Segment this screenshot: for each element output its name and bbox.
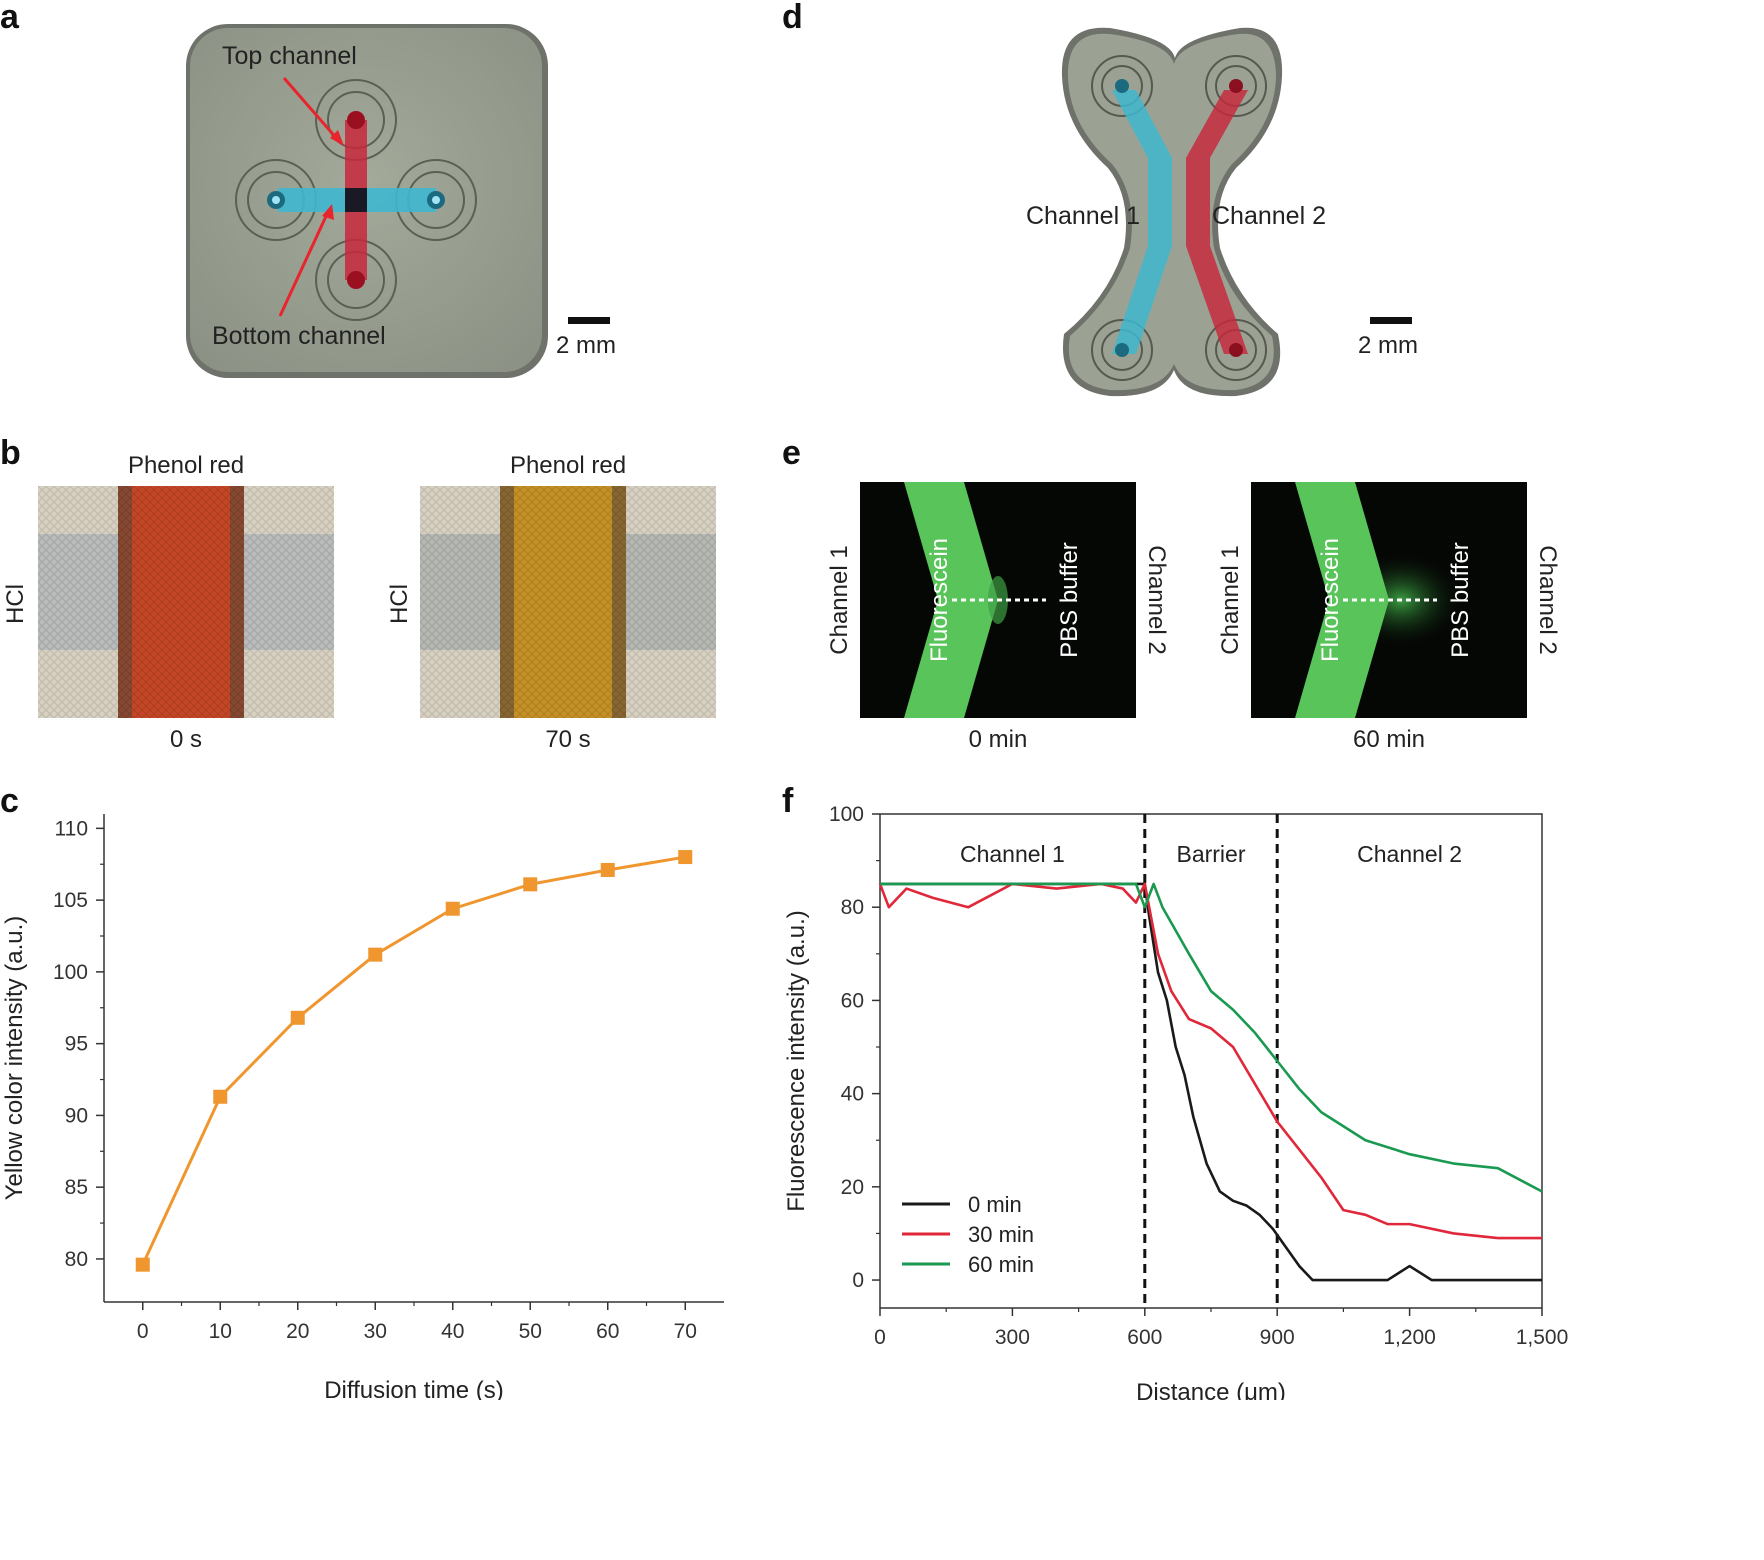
scale-bar-a [568, 317, 610, 324]
f-x-tick-label: 1,500 [1516, 1326, 1569, 1349]
c-y-tick-label: 100 [53, 961, 88, 984]
b-left-image [38, 486, 334, 718]
b-right-time: 70 s [545, 726, 591, 753]
c-x-tick-label: 30 [364, 1320, 387, 1343]
f-y-tick-label: 60 [841, 989, 864, 1012]
e-right-time: 60 min [1352, 726, 1426, 753]
b-left-title: Phenol red [127, 452, 245, 479]
c-y-tick-label: 80 [65, 1248, 88, 1271]
scale-bar-d [1370, 317, 1412, 324]
panel-label-d: d [782, 0, 803, 36]
c-y-tick-label: 85 [65, 1176, 88, 1199]
c-x-tick-label: 70 [674, 1320, 697, 1343]
bottom-channel-label: Bottom channel [212, 322, 386, 350]
f-region-label: Channel 1 [960, 841, 1065, 867]
c-y-tick-label: 90 [65, 1104, 88, 1127]
c-data-point [445, 901, 460, 916]
b-right-image [420, 486, 716, 718]
f-y-tick-label: 20 [841, 1176, 864, 1199]
b-left-hcl: HCl [2, 584, 29, 624]
channel1-label-d: Channel 1 [1026, 202, 1140, 230]
f-legend-label: 0 min [968, 1192, 1022, 1217]
panel-label-b: b [0, 434, 21, 472]
c-data-point [290, 1010, 305, 1025]
f-legend-label: 60 min [968, 1252, 1034, 1277]
f-series-line-2 [880, 882, 1543, 1193]
f-series-line-0 [880, 882, 1542, 1282]
c-data-point [523, 877, 538, 892]
e-left-channel2: Channel 2 [1143, 545, 1170, 655]
c-y-tick-label: 110 [55, 817, 88, 840]
f-legend-label: 30 min [968, 1222, 1034, 1247]
e-left-pbs: PBS buffer [1056, 542, 1083, 658]
e-right-channel2: Channel 2 [1534, 545, 1561, 655]
c-y-tick-label: 95 [65, 1033, 88, 1056]
f-x-tick-label: 900 [1260, 1326, 1295, 1349]
c-x-tick-label: 0 [137, 1320, 149, 1343]
chart-c: 0 10 20 30 40 50 60 70 80 85 90 95 100 105 110 Diffusio… [1, 814, 724, 1400]
chart-f: 0 300 600 900 1,200 1,500 0 20 40 60 80 100 Distance… [783, 803, 1569, 1400]
c-x-tick-label: 40 [441, 1320, 464, 1343]
panel-label-a: a [0, 0, 19, 36]
c-data-point [213, 1089, 228, 1104]
panel-label-e: e [782, 434, 801, 472]
e-right-channel1: Channel 1 [1217, 545, 1244, 655]
c-data-point [678, 850, 693, 865]
f-x-tick-label: 300 [995, 1326, 1030, 1349]
e-right-fluorescein: Fluorescein [1317, 537, 1344, 663]
f-series-line-1 [878, 882, 1542, 1240]
c-x-tick-label: 10 [209, 1320, 232, 1343]
b-right-hcl: HCl [386, 584, 413, 624]
chip-photo-d [1061, 27, 1283, 397]
f-region-label: Channel 2 [1357, 841, 1462, 867]
panel-label-c: c [0, 782, 19, 820]
f-x-label: Distance (μm) [1136, 1379, 1286, 1400]
e-left-image [860, 482, 1136, 718]
channel2-red [1186, 90, 1248, 354]
top-channel-label: Top channel [222, 42, 357, 70]
c-data-point [135, 1257, 150, 1272]
c-x-tick-label: 20 [286, 1320, 309, 1343]
c-y-label: Yellow color intensity (a.u.) [1, 916, 28, 1201]
c-data-point [368, 947, 383, 962]
e-right-image [1251, 482, 1527, 718]
c-y-tick-label: 105 [53, 889, 88, 912]
f-x-tick-label: 1,200 [1383, 1326, 1436, 1349]
f-region-label: Barrier [1176, 841, 1245, 867]
f-y-tick-label: 40 [841, 1083, 864, 1106]
c-x-tick-label: 60 [596, 1320, 619, 1343]
channel1-cyan [1112, 90, 1172, 354]
e-left-time: 0 min [968, 726, 1028, 753]
f-x-tick-label: 600 [1127, 1326, 1162, 1349]
b-right-title: Phenol red [509, 452, 627, 479]
e-left-channel1: Channel 1 [826, 545, 853, 655]
channel2-label-d: Channel 2 [1212, 202, 1326, 230]
c-series-line [141, 855, 686, 1266]
f-y-tick-label: 100 [829, 803, 864, 826]
f-y-tick-label: 0 [852, 1269, 864, 1292]
chip-photo-a [186, 24, 548, 378]
c-data-point [600, 862, 615, 877]
scale-text-d: 2 mm [1358, 332, 1418, 359]
scale-text-a: 2 mm [556, 332, 616, 359]
e-left-fluorescein: Fluorescein [926, 537, 953, 663]
e-right-pbs: PBS buffer [1447, 542, 1474, 658]
f-x-tick-label: 0 [874, 1326, 886, 1349]
c-x-tick-label: 50 [519, 1320, 542, 1343]
panel-label-f: f [782, 782, 794, 820]
b-left-time: 0 s [169, 726, 202, 753]
f-y-label: Fluorescence intensity (a.u.) [783, 910, 810, 1211]
f-y-tick-label: 80 [841, 896, 864, 919]
c-x-label: Diffusion time (s) [324, 1377, 504, 1400]
